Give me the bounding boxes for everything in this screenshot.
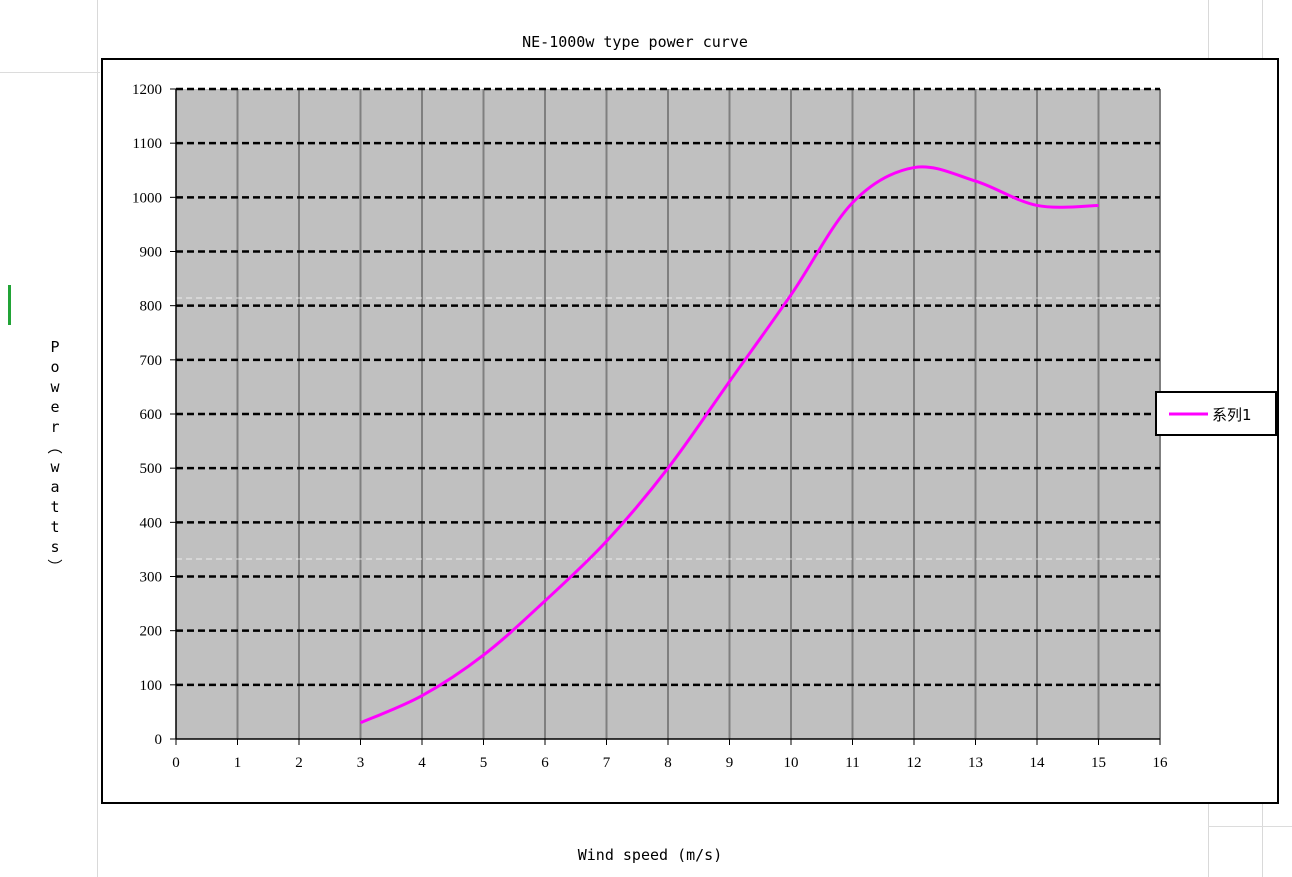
x-tick-label: 6 [541,755,549,771]
y-tick-label: 200 [140,624,163,640]
x-axis-ticks: 0 1 2 3 4 5 6 7 8 9 10 11 12 13 14 15 16 [172,739,1168,771]
sheet-column-line [97,0,98,877]
y-tick-label: 1000 [132,190,162,206]
x-tick-label: 7 [603,755,611,771]
x-axis-title: Wind speed (m/s) [578,846,723,864]
x-tick-label: 1 [234,755,242,771]
y-axis-title-char: o [50,358,59,376]
y-tick-label: 400 [140,515,163,531]
legend-label: 系列1 [1212,406,1252,424]
x-tick-label: 5 [480,755,488,771]
y-tick-label: 1200 [132,82,162,98]
series-line [359,165,1099,725]
x-tick-label: 3 [357,755,365,771]
y-axis-title-char: r [50,418,59,436]
y-tick-label: 1100 [133,136,162,152]
y-axis-title-char: s [50,538,59,556]
y-axis-title-char: P [50,338,59,356]
y-tick-label: 500 [140,461,163,477]
x-tick-label: 9 [726,755,734,771]
y-axis-title-char: t [50,518,59,536]
y-axis-title-char: e [50,398,59,416]
y-tick-label: 800 [140,299,163,315]
legend[interactable]: 系列1 [1155,391,1277,436]
y-tick-label: 100 [140,678,163,694]
x-tick-label: 13 [968,755,983,771]
sheet-row-line [1208,826,1292,827]
x-tick-label: 14 [1030,755,1046,771]
y-tick-label: 700 [140,353,163,369]
x-tick-label: 15 [1091,755,1106,771]
x-tick-label: 0 [172,755,180,771]
x-tick-label: 8 [664,755,672,771]
y-tick-label: 0 [155,732,163,748]
x-tick-label: 16 [1153,755,1169,771]
x-tick-label: 4 [418,755,426,771]
y-axis-title-char: ︵ [47,438,62,456]
series-group [359,165,1099,725]
y-axis-title-char: ︶ [47,558,62,576]
x-tick-label: 2 [295,755,303,771]
x-tick-label: 12 [907,755,922,771]
x-tick-label: 11 [845,755,859,771]
y-tick-label: 900 [140,245,163,261]
y-axis-ticks: 0 100 200 300 400 500 600 700 800 900 1000 1100 1200 [132,82,176,748]
y-tick-label: 600 [140,407,163,423]
horizontal-gridlines [176,87,1160,687]
row-selection-marker [8,285,11,325]
x-tick-label: 10 [784,755,799,771]
y-axis-title-char: a [50,478,59,496]
chart-title: NE-1000w type power curve [522,33,748,51]
y-tick-label: 300 [140,570,163,586]
sheet-row-line [0,72,100,73]
y-axis-title-char: w [50,458,60,476]
y-axis-title-char: t [50,498,59,516]
y-axis-title-char: w [50,378,60,396]
